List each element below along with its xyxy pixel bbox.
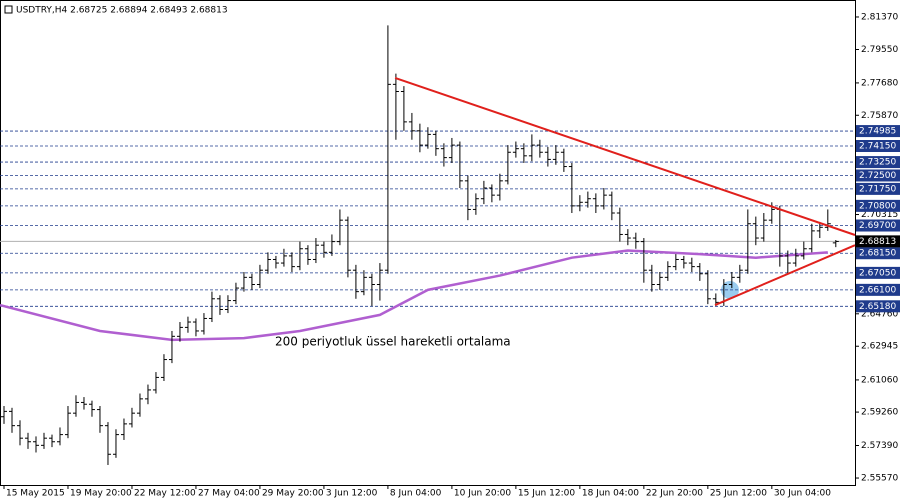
x-tick-label: 19 May 20:00 — [70, 489, 132, 499]
x-tick-label: 3 Jun 12:00 — [326, 489, 378, 499]
level-label: 2.66100 — [859, 285, 896, 295]
level-label-box — [856, 182, 900, 195]
x-tick-label: 27 May 04:00 — [198, 489, 260, 499]
level-label-box — [856, 247, 900, 260]
level-label: 2.74150 — [859, 142, 896, 152]
current-price-box — [856, 235, 900, 248]
level-label: 2.68150 — [859, 249, 896, 259]
level-label-box — [856, 283, 900, 296]
level-label-box — [856, 266, 900, 279]
chart-title: USDTRY,H4 2.68725 2.68894 2.68493 2.6881… — [16, 6, 228, 16]
y-tick-label: 2.79550 — [861, 45, 898, 55]
symbol-icon — [4, 5, 13, 14]
y-tick-label: 2.62945 — [861, 342, 898, 352]
y-tick-label: 2.57390 — [861, 441, 898, 451]
level-label-box — [856, 169, 900, 182]
x-tick-label: 15 May 2015 — [6, 489, 65, 499]
annotation: 200 periyotluk üssel hareketli ortalama — [275, 335, 511, 349]
x-tick-label: 29 May 20:00 — [262, 489, 324, 499]
y-tick-label: 2.59260 — [861, 408, 898, 418]
level-label: 2.72500 — [859, 171, 896, 181]
plot-frame — [0, 0, 856, 486]
level-label-box — [856, 199, 900, 212]
y-tick-label: 2.61060 — [861, 375, 898, 385]
y-tick-label: 2.75870 — [861, 111, 898, 121]
x-tick-label: 10 Jun 20:00 — [454, 489, 511, 499]
y-tick-label: 2.64760 — [861, 309, 898, 319]
trendline — [714, 244, 856, 306]
x-tick-label: 18 Jun 04:00 — [582, 489, 639, 499]
level-label: 2.69700 — [859, 221, 896, 231]
x-tick-label: 25 Jun 12:00 — [710, 489, 767, 499]
y-tick-label: 2.77680 — [861, 78, 898, 88]
level-label: 2.67050 — [859, 268, 896, 278]
level-label-box — [856, 125, 900, 138]
level-label-box — [856, 219, 900, 232]
level-label: 2.70800 — [859, 201, 896, 211]
x-tick-label: 8 Jun 04:00 — [390, 489, 442, 499]
y-tick-label: 2.81370 — [861, 12, 898, 22]
level-label-box — [856, 300, 900, 313]
level-label: 2.74985 — [859, 127, 896, 137]
x-tick-label: 30 Jun 04:00 — [774, 489, 831, 499]
level-label: 2.71750 — [859, 184, 896, 194]
level-label: 2.65180 — [859, 302, 896, 312]
y-tick-label: 2.55570 — [861, 474, 898, 484]
level-label: 2.73250 — [859, 158, 896, 168]
level-label-box — [856, 140, 900, 153]
trendline — [394, 76, 856, 236]
x-tick-label: 22 May 12:00 — [134, 489, 196, 499]
level-label-box — [856, 156, 900, 169]
current-price-label: 2.68813 — [859, 237, 896, 247]
y-tick-label: 2.70315 — [861, 210, 898, 220]
x-tick-label: 22 Jun 20:00 — [646, 489, 703, 499]
x-tick-label: 15 Jun 12:00 — [518, 489, 575, 499]
